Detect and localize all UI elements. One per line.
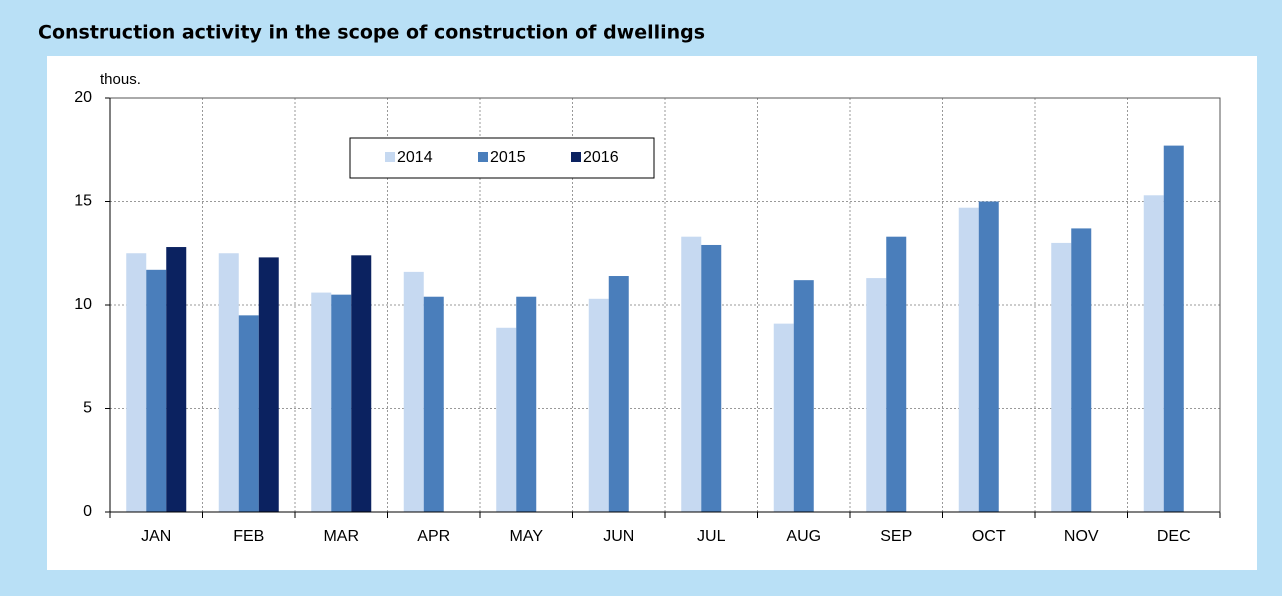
bar [496, 327, 517, 512]
bar [1051, 242, 1072, 512]
bar [958, 207, 979, 512]
y-tick-label: 15 [74, 193, 92, 210]
bar [423, 296, 444, 512]
chart-title: Construction activity in the scope of co… [38, 22, 705, 44]
legend-label: 2014 [397, 149, 433, 166]
x-tick-label: APR [417, 528, 450, 545]
bar [311, 292, 332, 512]
x-tick-label: JAN [141, 528, 171, 545]
bar [258, 257, 279, 512]
y-tick-label: 20 [74, 89, 92, 106]
bar [866, 278, 887, 512]
legend-box [349, 137, 655, 179]
legend-label: 2015 [490, 149, 526, 166]
x-tick-label: MAY [510, 528, 544, 545]
legend-swatch [571, 152, 581, 162]
x-tick-label: AUG [786, 528, 821, 545]
bar [773, 323, 794, 512]
x-tick-label: MAR [323, 528, 359, 545]
bar [1071, 228, 1092, 512]
bar [331, 294, 352, 512]
bar [218, 253, 239, 512]
legend-label: 2016 [583, 149, 619, 166]
unit-label: thous. [100, 71, 141, 88]
x-tick-label: FEB [233, 528, 264, 545]
bar [351, 255, 372, 512]
bar [588, 298, 609, 512]
x-tick-label: OCT [972, 528, 1006, 545]
bar [126, 253, 147, 512]
bar [238, 315, 259, 512]
bar [516, 296, 537, 512]
x-tick-label: JUN [603, 528, 634, 545]
bar [978, 201, 999, 512]
bar [1143, 195, 1164, 513]
bar [886, 236, 907, 512]
bar [166, 247, 187, 513]
x-tick-label: JUL [697, 528, 726, 545]
y-tick-label: 5 [83, 400, 92, 417]
x-tick-label: SEP [880, 528, 912, 545]
bar [793, 280, 814, 512]
bar [403, 271, 424, 512]
bar [608, 276, 629, 512]
x-tick-label: DEC [1157, 528, 1191, 545]
y-tick-label: 10 [74, 296, 92, 313]
bar [681, 236, 702, 512]
bar [1163, 145, 1184, 513]
legend-swatch [385, 152, 395, 162]
y-tick-label: 0 [83, 503, 92, 520]
legend-swatch [478, 152, 488, 162]
bar [701, 244, 722, 512]
x-tick-label: NOV [1064, 528, 1099, 545]
bar [146, 269, 167, 512]
